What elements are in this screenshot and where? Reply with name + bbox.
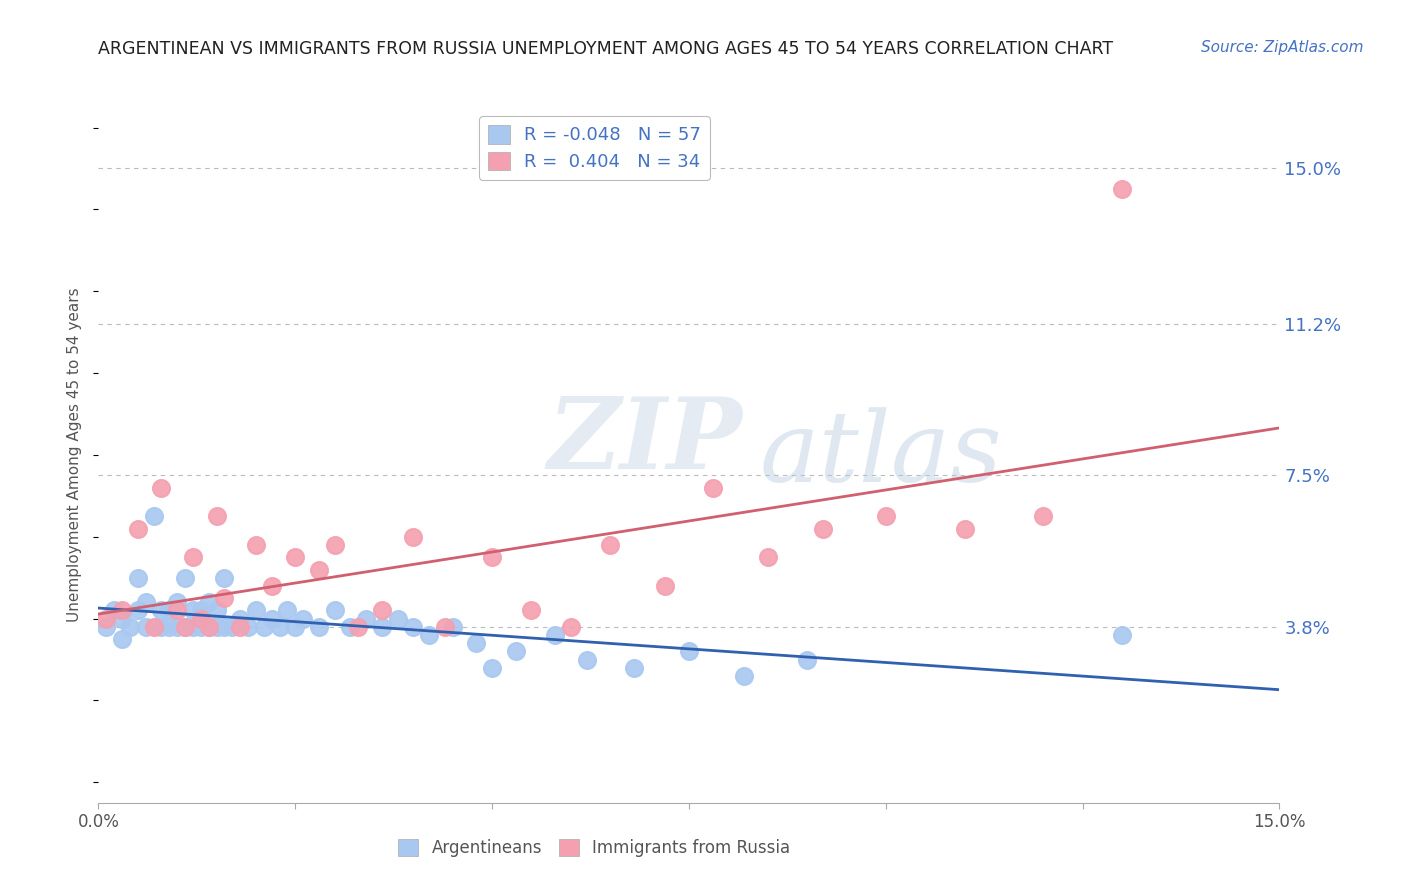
Point	[96, 620, 118, 634]
Point	[339, 620, 361, 634]
Point	[347, 620, 370, 634]
Point	[229, 620, 252, 634]
Point	[205, 509, 228, 524]
Point	[166, 603, 188, 617]
Point	[284, 620, 307, 634]
Point	[702, 481, 724, 495]
Point	[253, 620, 276, 634]
Point	[221, 620, 243, 634]
Point	[292, 612, 315, 626]
Point	[214, 571, 236, 585]
Point	[387, 612, 409, 626]
Point	[323, 538, 346, 552]
Point	[236, 620, 259, 634]
Point	[733, 669, 755, 683]
Point	[142, 509, 165, 524]
Point	[678, 644, 700, 658]
Point	[150, 603, 173, 617]
Text: atlas: atlas	[759, 408, 1002, 502]
Point	[197, 620, 219, 634]
Point	[197, 620, 219, 634]
Point	[276, 603, 298, 617]
Point	[174, 571, 197, 585]
Point	[520, 603, 543, 617]
Point	[205, 620, 228, 634]
Point	[481, 550, 503, 565]
Point	[796, 652, 818, 666]
Point	[181, 620, 204, 634]
Point	[575, 652, 598, 666]
Point	[953, 522, 976, 536]
Text: ZIP: ZIP	[547, 392, 742, 489]
Point	[402, 620, 425, 634]
Point	[245, 538, 267, 552]
Point	[197, 595, 219, 609]
Point	[402, 530, 425, 544]
Point	[418, 628, 440, 642]
Point	[284, 550, 307, 565]
Point	[190, 620, 212, 634]
Point	[260, 579, 283, 593]
Legend: Argentineans, Immigrants from Russia: Argentineans, Immigrants from Russia	[392, 832, 797, 864]
Point	[166, 620, 188, 634]
Point	[174, 620, 197, 634]
Point	[181, 550, 204, 565]
Point	[166, 595, 188, 609]
Point	[111, 612, 134, 626]
Point	[245, 603, 267, 617]
Point	[308, 620, 330, 634]
Point	[150, 620, 173, 634]
Point	[135, 620, 157, 634]
Point	[190, 603, 212, 617]
Point	[127, 522, 149, 536]
Point	[260, 612, 283, 626]
Point	[181, 603, 204, 617]
Point	[354, 612, 377, 626]
Point	[157, 603, 180, 617]
Point	[465, 636, 488, 650]
Point	[103, 603, 125, 617]
Y-axis label: Unemployment Among Ages 45 to 54 years: Unemployment Among Ages 45 to 54 years	[67, 287, 83, 623]
Point	[142, 620, 165, 634]
Point	[229, 612, 252, 626]
Point	[214, 620, 236, 634]
Point	[174, 620, 197, 634]
Point	[654, 579, 676, 593]
Point	[756, 550, 779, 565]
Text: ARGENTINEAN VS IMMIGRANTS FROM RUSSIA UNEMPLOYMENT AMONG AGES 45 TO 54 YEARS COR: ARGENTINEAN VS IMMIGRANTS FROM RUSSIA UN…	[98, 40, 1114, 58]
Point	[323, 603, 346, 617]
Point	[481, 661, 503, 675]
Point	[308, 562, 330, 576]
Point	[135, 595, 157, 609]
Point	[190, 612, 212, 626]
Point	[875, 509, 897, 524]
Point	[505, 644, 527, 658]
Point	[111, 632, 134, 646]
Point	[96, 612, 118, 626]
Point	[214, 591, 236, 606]
Point	[623, 661, 645, 675]
Point	[371, 620, 394, 634]
Point	[599, 538, 621, 552]
Point	[111, 603, 134, 617]
Point	[433, 620, 456, 634]
Point	[118, 620, 141, 634]
Point	[811, 522, 834, 536]
Point	[441, 620, 464, 634]
Point	[1032, 509, 1054, 524]
Point	[127, 603, 149, 617]
Point	[560, 620, 582, 634]
Point	[1111, 182, 1133, 196]
Point	[544, 628, 567, 642]
Point	[150, 481, 173, 495]
Point	[157, 620, 180, 634]
Text: Source: ZipAtlas.com: Source: ZipAtlas.com	[1201, 40, 1364, 55]
Point	[269, 620, 291, 634]
Point	[205, 603, 228, 617]
Point	[371, 603, 394, 617]
Point	[1111, 628, 1133, 642]
Point	[127, 571, 149, 585]
